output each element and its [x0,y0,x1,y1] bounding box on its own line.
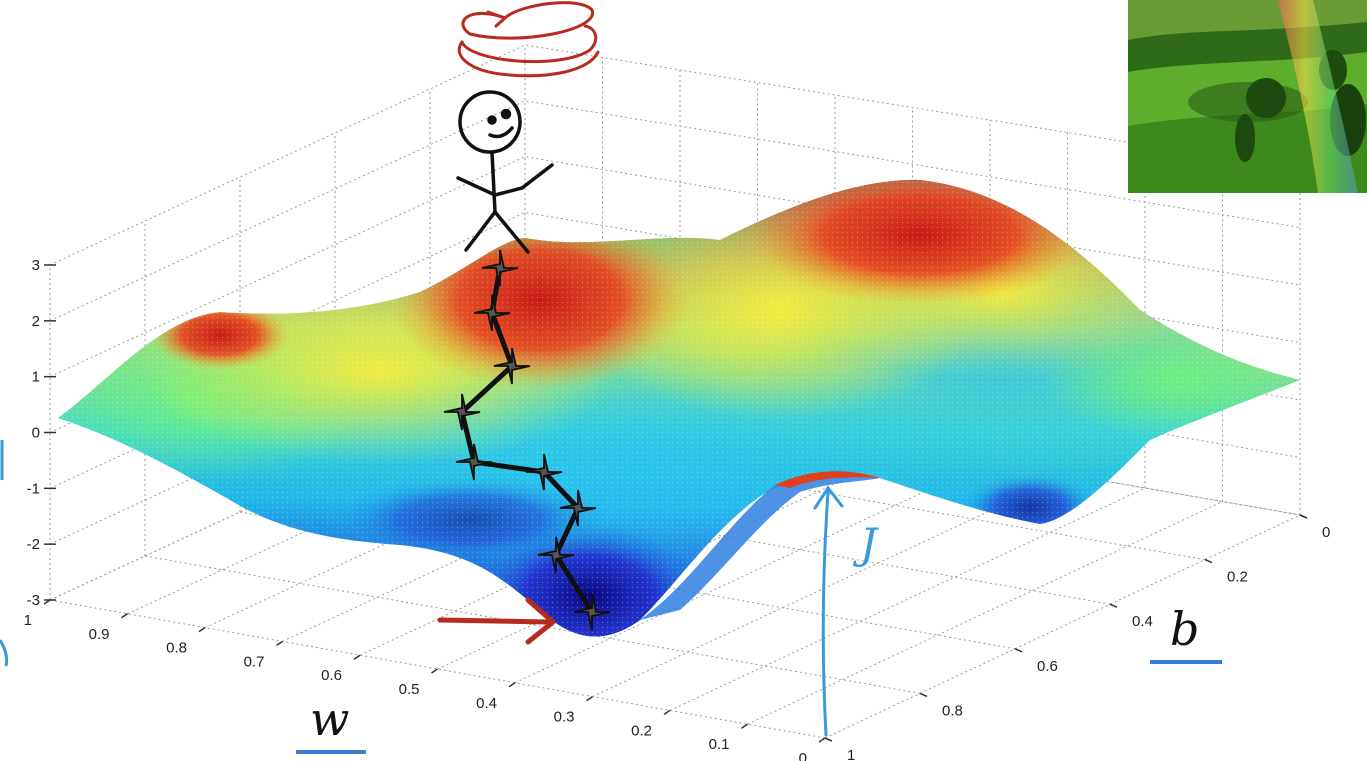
y-tick-label: 0.2 [1227,569,1248,586]
grid-line [49,44,1301,266]
landscape-thumbnail [1128,0,1367,193]
z-axis-label: J [852,519,879,568]
z-tick-label: 0 [32,425,40,442]
cost-height-arrow [813,485,844,737]
x-tick-label: 0.1 [709,736,730,753]
z-tick-label: 1 [32,369,40,386]
descent-step-marker [493,347,531,385]
descent-step-marker [559,489,597,527]
x-tick-label: 0.5 [399,681,420,698]
x-tick-mark [353,654,361,660]
grid-line [49,599,826,739]
y-tick-label: 0 [1322,524,1330,541]
x-axis-label: w [310,692,349,746]
y-tick-mark [1109,603,1118,608]
arrow-right-icon [437,597,556,645]
z-axis-ticks: 3 2 1 0 -1 -2 -3 [27,257,56,609]
y-tick-label: 0.4 [1132,613,1153,630]
descent-step-marker [537,536,575,574]
x-tick-mark [431,668,438,674]
z-tick-label: -2 [27,536,40,553]
x-tick-mark [43,599,51,605]
x-tick-mark [818,737,826,743]
x-tick-mark [121,613,128,619]
x-tick-label: 0.4 [476,695,497,712]
x-tick-label: 0.8 [166,640,187,657]
y-tick-label: 0.6 [1037,658,1058,675]
y-tick-mark [919,692,928,698]
x-tick-mark [741,723,748,729]
descent-step-marker [525,453,563,491]
x-tick-label: 1 [24,612,32,629]
descent-step-marker [443,393,481,431]
x-tick-label: 0.6 [321,667,342,684]
descent-step-marker [573,593,611,631]
y-tick-mark [1299,514,1308,519]
stick-figure-icon [456,90,554,254]
x-tick-label: 0 [799,750,807,761]
z-tick-label: 3 [32,257,40,274]
grid-line [514,460,991,684]
z-tick-label: 2 [32,313,40,330]
descent-step-marker [473,294,511,332]
x-tick-label: 0.3 [554,709,575,726]
x-tick-mark [586,695,593,702]
y-tick-mark [824,737,833,742]
x-tick-label: 0.9 [89,626,110,643]
gradient-descent-path [443,249,611,631]
y-axis-ticks: 0 0.2 0.4 0.6 0.8 1 [824,514,1330,761]
y-tick-label: 1 [847,747,855,761]
descent-step-marker [481,249,519,287]
grid-line [144,555,921,694]
dizzy-scribble-icon [457,1,600,78]
grid-line [824,514,1301,739]
x-tick-label: 0.2 [631,722,652,739]
y-axis-label: b [1170,602,1199,656]
grid-line [49,100,1301,322]
x-axis-ticks: 1 0.9 0.8 0.7 0.6 0.5 0.4 0.3 0.2 0.1 0 [24,599,826,761]
grid-line [437,447,913,670]
y-tick-mark [1014,648,1023,653]
x-tick-mark [198,626,206,633]
x-tick-label: 0.7 [244,653,265,670]
x-tick-mark [276,640,283,647]
edge-annotation-mark [0,639,9,667]
descent-step-marker [455,443,493,481]
z-tick-label: -1 [27,480,40,497]
x-tick-mark [663,709,671,716]
z-tick-label: -3 [27,592,40,609]
x-tick-mark [508,682,516,688]
y-tick-mark [1204,558,1213,564]
y-tick-label: 0.8 [942,702,963,719]
